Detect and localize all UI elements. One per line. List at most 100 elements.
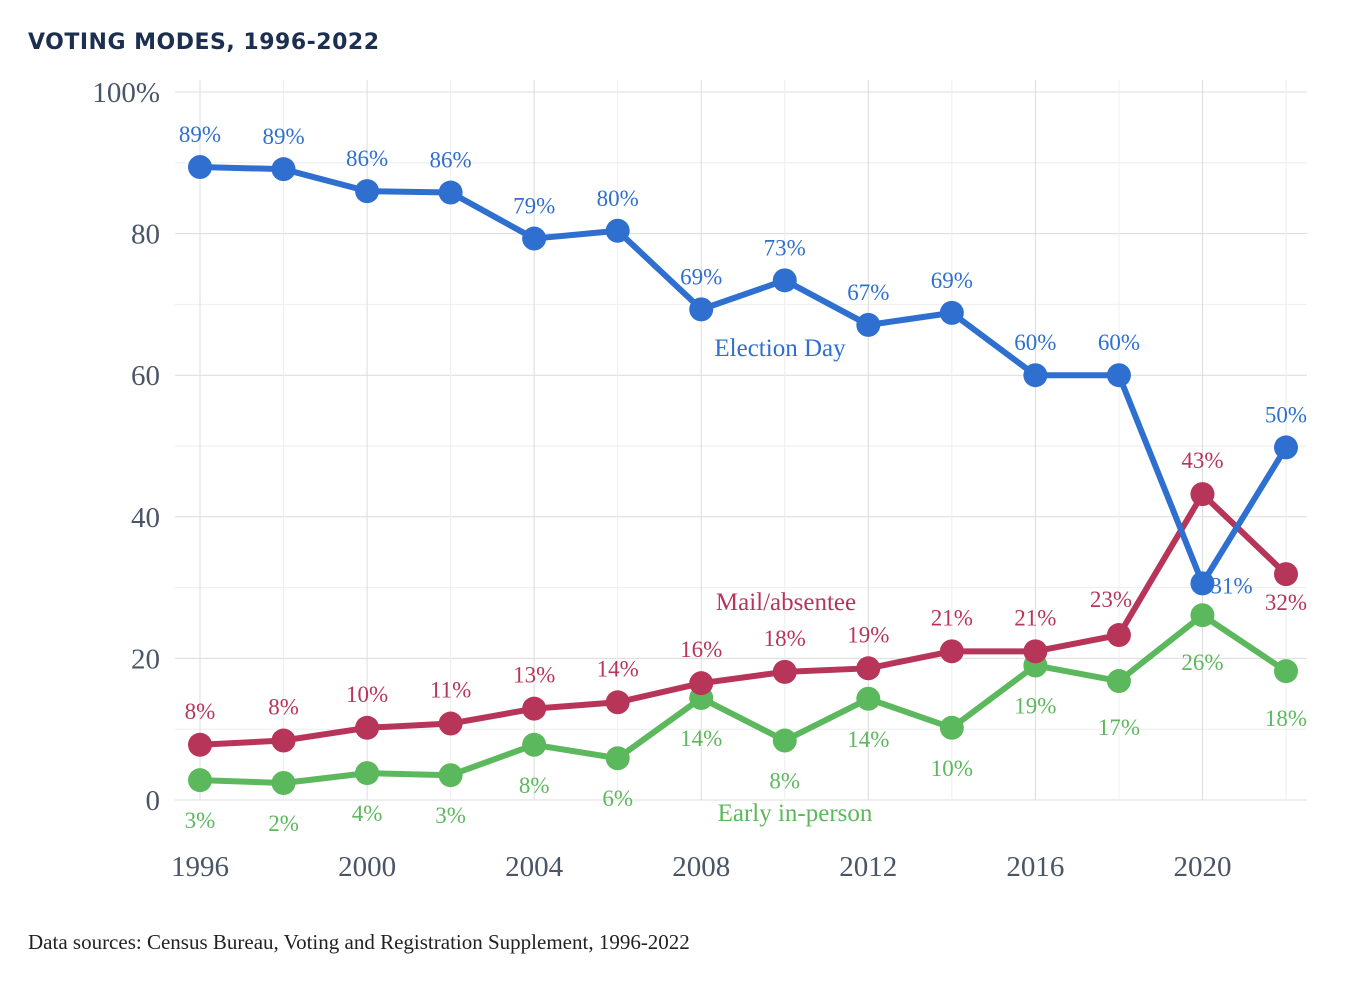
data-label: 60% bbox=[1014, 330, 1056, 355]
data-label: 43% bbox=[1181, 448, 1223, 473]
data-point bbox=[522, 696, 547, 721]
y-tick-label: 100% bbox=[92, 77, 160, 109]
data-point bbox=[1106, 363, 1131, 388]
data-point bbox=[772, 659, 797, 684]
series-line bbox=[197, 491, 1289, 748]
data-label: 14% bbox=[680, 726, 722, 751]
data-point bbox=[939, 639, 964, 664]
data-label: 89% bbox=[179, 122, 221, 147]
data-point bbox=[689, 671, 714, 696]
data-label: 3% bbox=[185, 808, 216, 833]
data-label: 16% bbox=[680, 637, 722, 662]
data-point bbox=[188, 732, 212, 757]
data-point bbox=[856, 686, 881, 711]
data-point bbox=[271, 728, 296, 753]
data-label: 60% bbox=[1098, 330, 1140, 355]
data-label: 19% bbox=[847, 622, 889, 647]
series-name-label: Mail/absentee bbox=[716, 589, 856, 616]
data-label: 14% bbox=[847, 727, 889, 752]
x-tick-label: 2016 bbox=[1006, 851, 1064, 883]
data-point bbox=[1274, 435, 1298, 460]
data-label: 8% bbox=[268, 695, 299, 720]
data-point bbox=[605, 690, 630, 715]
data-label: 6% bbox=[602, 786, 633, 811]
y-tick-label: 80 bbox=[131, 219, 160, 251]
data-label: 26% bbox=[1181, 650, 1223, 675]
data-point bbox=[522, 732, 547, 757]
data-point bbox=[271, 157, 296, 182]
series-line bbox=[197, 164, 1289, 587]
data-point bbox=[188, 155, 212, 180]
data-label: 10% bbox=[931, 756, 973, 781]
data-label: 31% bbox=[1210, 573, 1252, 598]
data-point bbox=[271, 771, 296, 796]
series-name-label: Early in-person bbox=[718, 800, 873, 827]
data-label: 10% bbox=[346, 682, 388, 707]
data-point bbox=[1190, 603, 1215, 628]
data-point bbox=[772, 728, 797, 753]
data-label: 17% bbox=[1098, 715, 1140, 740]
data-point bbox=[1190, 571, 1215, 596]
data-point bbox=[1274, 659, 1298, 684]
x-axis-ticks: 1996 2000 2004 2008 2012 2016 2020 bbox=[171, 851, 1231, 883]
data-label: 13% bbox=[513, 663, 555, 688]
series-labels: Election Day Mail/absentee Early in-person bbox=[714, 335, 873, 827]
data-point bbox=[438, 711, 463, 736]
y-tick-label: 60 bbox=[131, 360, 160, 392]
series-line bbox=[197, 612, 1289, 787]
data-label: 3% bbox=[435, 803, 466, 828]
data-point bbox=[605, 218, 630, 243]
data-point bbox=[522, 226, 547, 251]
data-point bbox=[355, 715, 380, 740]
data-point bbox=[939, 300, 964, 325]
data-point bbox=[772, 268, 797, 293]
data-point bbox=[438, 180, 463, 205]
data-label: 8% bbox=[185, 699, 216, 724]
data-label: 21% bbox=[931, 605, 973, 630]
data-point bbox=[438, 763, 463, 788]
data-point bbox=[856, 656, 881, 681]
data-label: 18% bbox=[1265, 706, 1307, 731]
data-label: 67% bbox=[847, 280, 889, 305]
x-tick-label: 2012 bbox=[839, 851, 897, 883]
chart-title: VOTING MODES, 1996-2022 bbox=[28, 30, 380, 55]
line-chart: 0 20 40 60 80 100% 1996 2000 2004 2008 2012 2016 20… bbox=[92, 77, 1307, 883]
series-name-label: Election Day bbox=[714, 335, 846, 362]
data-point bbox=[1106, 669, 1131, 694]
data-point bbox=[939, 715, 964, 740]
data-point bbox=[605, 746, 630, 771]
data-label: 86% bbox=[430, 148, 472, 173]
y-tick-label: 0 bbox=[146, 785, 161, 817]
data-label: 18% bbox=[764, 626, 806, 651]
data-label: 11% bbox=[430, 678, 471, 703]
data-point bbox=[689, 297, 714, 322]
data-label: 8% bbox=[769, 769, 800, 794]
data-label: 2% bbox=[268, 811, 299, 836]
data-point bbox=[355, 761, 380, 786]
series-group bbox=[188, 155, 1298, 796]
data-label: 79% bbox=[513, 194, 555, 219]
data-point bbox=[355, 179, 380, 204]
data-label: 23% bbox=[1090, 587, 1132, 612]
y-axis-ticks: 0 20 40 60 80 100% bbox=[92, 77, 160, 817]
data-point bbox=[856, 312, 881, 337]
data-point bbox=[1023, 639, 1048, 664]
x-tick-label: 2008 bbox=[672, 851, 730, 883]
y-tick-label: 40 bbox=[131, 502, 160, 534]
y-tick-label: 20 bbox=[131, 643, 160, 675]
data-point bbox=[1023, 363, 1048, 388]
data-label: 73% bbox=[764, 235, 806, 260]
data-point bbox=[188, 768, 212, 793]
data-source-note: Data sources: Census Bureau, Voting and … bbox=[28, 930, 690, 954]
data-label: 69% bbox=[680, 264, 722, 289]
data-label: 50% bbox=[1265, 402, 1307, 427]
data-label: 32% bbox=[1265, 590, 1307, 615]
x-tick-label: 2000 bbox=[338, 851, 396, 883]
data-label: 69% bbox=[931, 268, 973, 293]
data-label: 14% bbox=[597, 656, 639, 681]
data-label: 86% bbox=[346, 146, 388, 171]
data-point bbox=[1274, 562, 1298, 587]
data-label: 21% bbox=[1014, 605, 1056, 630]
data-point bbox=[1190, 482, 1215, 507]
data-labels: 89% 89% 86% 86% 79% 80% 69% 73% 67% 69% 60% 60% 31% 5… bbox=[179, 122, 1307, 836]
